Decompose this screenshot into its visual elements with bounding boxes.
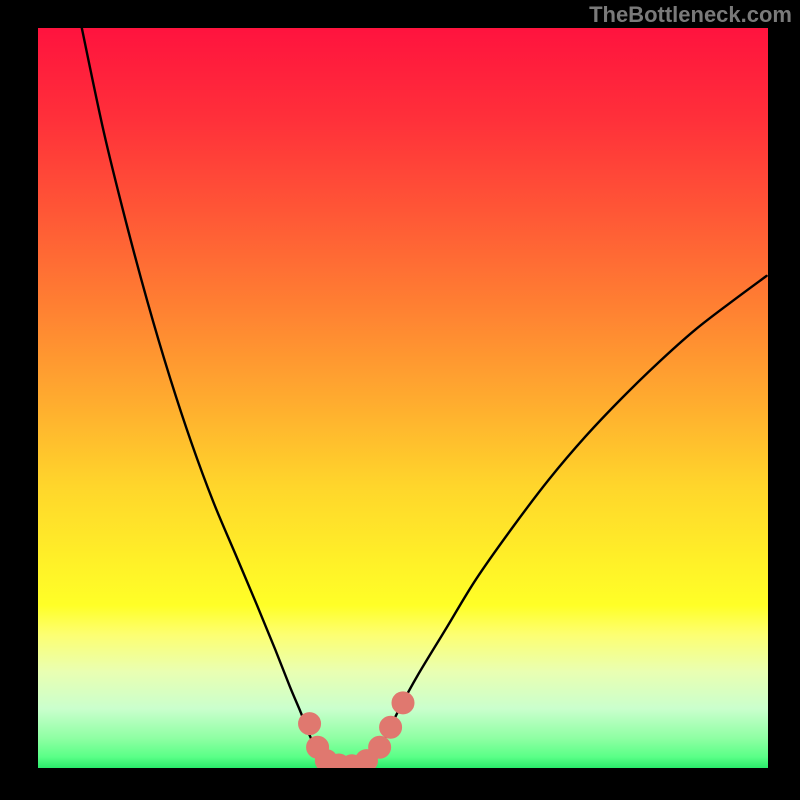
bottleneck-curve-chart (38, 28, 768, 768)
gradient-background (38, 28, 768, 768)
plot-area (38, 28, 768, 768)
watermark-text: TheBottleneck.com (589, 2, 792, 28)
curve-marker (299, 713, 321, 735)
curve-marker (380, 716, 402, 738)
curve-marker (369, 736, 391, 758)
curve-marker (392, 692, 414, 714)
chart-container: TheBottleneck.com (0, 0, 800, 800)
